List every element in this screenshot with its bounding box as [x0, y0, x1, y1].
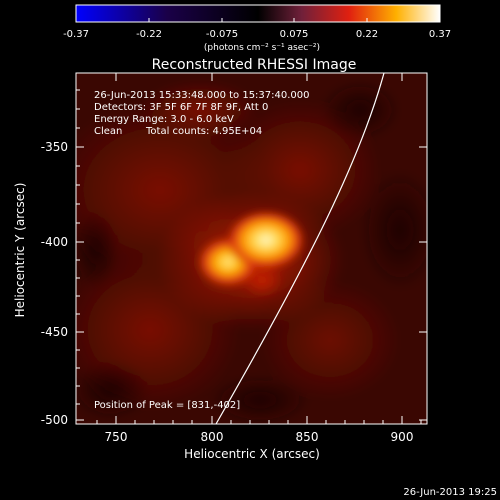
y-axis-label: Heliocentric Y (arcsec): [13, 183, 27, 318]
y-tick-label: -400: [41, 235, 68, 249]
y-axis-ticks: [76, 89, 427, 421]
y-tick-label: -350: [41, 140, 68, 154]
colorbar-tick-label: 0.22: [356, 29, 378, 40]
colorbar-ticks: [75, 18, 441, 22]
plot-title: Reconstructed RHESSI Image: [152, 57, 357, 73]
y-tick-label: -500: [41, 413, 68, 427]
info-method: Clean: [94, 126, 122, 137]
info-energy-range: Energy Range: 3.0 - 6.0 keV: [94, 114, 234, 125]
info-total-counts: Total counts: 4.95E+04: [145, 126, 262, 137]
info-peak-position: Position of Peak = [831,-402]: [94, 400, 240, 411]
info-detectors: Detectors: 3F 5F 6F 7F 8F 9F, Att 0: [94, 102, 268, 113]
plot-frame: [75, 72, 428, 425]
colorbar: -0.37 -0.22 -0.075 0.075 0.22 0.37 (phot…: [63, 4, 451, 53]
colorbar-tick-label: 0.075: [280, 29, 309, 40]
colorbar-tick-label: -0.22: [136, 29, 162, 40]
solar-limb-line: [215, 73, 385, 424]
x-tick-label: 850: [296, 430, 319, 444]
colorbar-tick-label: 0.37: [429, 29, 451, 40]
x-tick-label: 750: [105, 430, 128, 444]
colorbar-tick-label: -0.37: [63, 29, 89, 40]
y-tick-label: -450: [41, 325, 68, 339]
colorbar-gradient: [75, 4, 441, 23]
rhessi-image: [76, 73, 427, 424]
x-tick-label: 800: [201, 430, 224, 444]
x-tick-label: 900: [391, 430, 414, 444]
info-time-range: 26-Jun-2013 15:33:48.000 to 15:37:40.000: [94, 90, 310, 101]
x-axis-label: Heliocentric X (arcsec): [184, 447, 320, 461]
colorbar-unit-label: (photons cm⁻² s⁻¹ asec⁻²): [204, 43, 320, 53]
colorbar-tick-label: -0.075: [206, 29, 238, 40]
footer-timestamp: 26-Jun-2013 19:25: [403, 487, 497, 498]
x-axis-ticks: [96, 73, 422, 424]
